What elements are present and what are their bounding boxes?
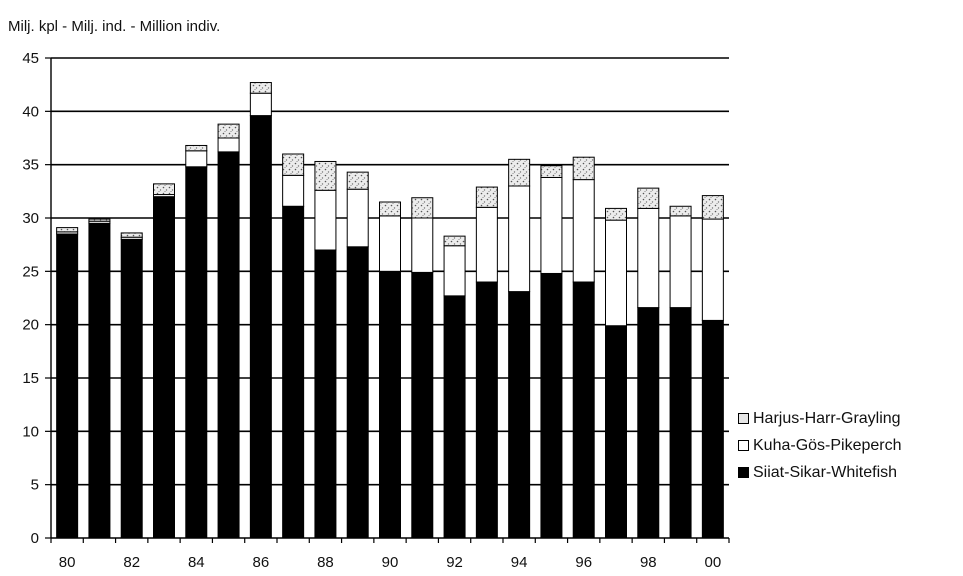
legend: Harjus-Harr-Grayling Kuha-Gös-Pikeperch … <box>738 405 902 486</box>
x-tick-label: 94 <box>511 554 528 571</box>
bar-segment <box>217 137 240 153</box>
y-tick-label: 5 <box>31 477 39 494</box>
bar-segment <box>475 281 498 539</box>
x-tick-label: 88 <box>317 554 334 571</box>
bar-segment <box>443 235 466 247</box>
bar-segment <box>88 222 111 539</box>
bar-segment <box>120 238 143 539</box>
bar-segment <box>379 215 401 272</box>
y-tick-label: 40 <box>22 103 39 120</box>
bar-segment <box>153 183 175 196</box>
y-axis-unit-label: Milj. kpl - Milj. ind. - Million indiv. <box>8 18 221 35</box>
bar-segment <box>637 307 660 539</box>
bar-segment <box>282 153 305 176</box>
bar-segment <box>572 156 595 181</box>
legend-item-whitefish: Siiat-Sikar-Whitefish <box>738 459 902 486</box>
bar-segment <box>701 319 724 539</box>
x-tick-label: 80 <box>59 554 76 571</box>
bar-segment <box>475 186 498 208</box>
bar-segment <box>540 165 563 178</box>
legend-label-pikeperch: Kuha-Gös-Pikeperch <box>753 436 902 454</box>
x-tick-label: 84 <box>188 554 205 571</box>
bar-segment <box>411 217 434 273</box>
bar-segment <box>185 166 208 539</box>
bar-segment <box>379 270 401 539</box>
legend-item-grayling: Harjus-Harr-Grayling <box>738 405 902 432</box>
x-tick-label: 92 <box>446 554 463 571</box>
bar-segment <box>56 233 79 539</box>
bar-segment <box>669 205 692 217</box>
bar-segment <box>508 158 531 187</box>
bar-segment <box>249 82 272 94</box>
x-tick-labels: 80 82 84 86 88 90 92 94 96 98 00 <box>59 554 721 571</box>
bar-segment <box>282 205 305 539</box>
bar-segment <box>540 176 563 274</box>
bar-segment <box>411 197 434 219</box>
bar-segment <box>508 185 531 293</box>
x-tick-label: 00 <box>705 554 722 571</box>
axes <box>45 57 730 543</box>
bar-segment <box>605 219 627 327</box>
bar-segment <box>120 232 143 238</box>
x-tick-label: 98 <box>640 554 657 571</box>
x-tick-label: 86 <box>253 554 270 571</box>
legend-label-whitefish: Siiat-Sikar-Whitefish <box>753 463 898 481</box>
y-tick-label: 25 <box>22 263 39 280</box>
bar-segment <box>185 150 208 168</box>
bar-segment <box>249 92 272 117</box>
bar-segment <box>346 188 369 248</box>
bar-segment <box>217 151 240 539</box>
bar-segment <box>605 325 627 539</box>
bar-segment <box>669 215 692 309</box>
bar-segment <box>411 271 434 539</box>
bar-segment <box>153 196 175 539</box>
x-tick-label: 82 <box>123 554 140 571</box>
bars-group <box>56 82 724 539</box>
y-tick-label: 10 <box>22 423 39 440</box>
bar-segment <box>314 160 337 191</box>
bar-segment <box>346 246 369 539</box>
bar-segment <box>56 227 79 233</box>
legend-swatch-grayling <box>738 413 749 424</box>
y-tick-label: 20 <box>22 317 39 334</box>
y-tick-label: 0 <box>31 530 39 547</box>
bar-segment <box>669 307 692 539</box>
bar-segment <box>701 218 724 321</box>
bar-segment <box>314 249 337 539</box>
bar-segment <box>572 281 595 539</box>
y-tick-label: 15 <box>22 370 39 387</box>
y-tick-label: 35 <box>22 157 39 174</box>
x-tick-label: 90 <box>382 554 399 571</box>
bar-segment <box>379 201 401 217</box>
bar-segment <box>701 195 724 220</box>
y-tick-label: 30 <box>22 210 39 227</box>
bar-segment <box>572 179 595 283</box>
y-tick-labels: 0 5 10 15 20 25 30 35 40 45 <box>22 50 39 547</box>
bar-segment <box>443 295 466 539</box>
bar-segment <box>637 187 660 209</box>
legend-label-grayling: Harjus-Harr-Grayling <box>753 409 901 427</box>
bar-segment <box>637 207 660 309</box>
bar-segment <box>605 207 627 221</box>
bar-segment <box>282 174 305 207</box>
bar-segment <box>185 144 208 152</box>
bar-segment <box>314 189 337 251</box>
x-tick-label: 96 <box>575 554 592 571</box>
y-tick-label: 45 <box>22 50 39 67</box>
bar-segment <box>508 291 531 539</box>
legend-swatch-whitefish <box>738 467 749 478</box>
bar-segment <box>346 171 369 190</box>
bar-segment <box>217 123 240 139</box>
bar-segment <box>540 272 563 539</box>
bar-segment <box>475 206 498 283</box>
bar-segment <box>88 218 111 222</box>
bar-segment <box>249 115 272 539</box>
legend-item-pikeperch: Kuha-Gös-Pikeperch <box>738 432 902 459</box>
legend-swatch-pikeperch <box>738 440 749 451</box>
bar-segment <box>443 245 466 297</box>
